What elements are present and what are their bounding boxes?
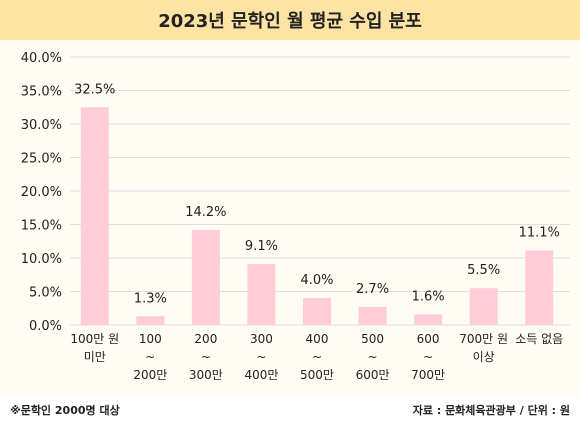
y-tick-label: 15.0% bbox=[21, 219, 62, 234]
y-tick-label: 40.0% bbox=[21, 51, 62, 66]
x-tick-label: 200만 bbox=[133, 368, 167, 382]
x-tick-label: 100 bbox=[139, 332, 162, 346]
x-tick-label: 100만 원 bbox=[70, 332, 119, 346]
data-label: 4.0% bbox=[300, 273, 333, 288]
x-tick-label: 700만 원 bbox=[459, 332, 508, 346]
x-tick-label: 200 bbox=[194, 332, 217, 346]
data-label: 2.7% bbox=[356, 282, 389, 297]
y-tick-label: 5.0% bbox=[29, 286, 62, 301]
bar bbox=[136, 316, 165, 325]
data-label: 9.1% bbox=[245, 239, 278, 254]
data-label: 5.5% bbox=[467, 263, 500, 278]
footer: ※문학인 2000명 대상 자료 : 문화체육관광부 / 단위 : 원 bbox=[0, 395, 580, 425]
x-tick-label: ~ bbox=[312, 350, 322, 364]
x-tick-label: 소득 없음 bbox=[515, 332, 563, 346]
title-bar: 2023년 문학인 월 평균 수입 분포 bbox=[0, 0, 580, 40]
data-label: 32.5% bbox=[74, 82, 115, 97]
bar bbox=[247, 264, 276, 325]
x-tick-label: 400 bbox=[306, 332, 329, 346]
x-tick-label: ~ bbox=[368, 350, 378, 364]
source-note: 자료 : 문화체육관광부 / 단위 : 원 bbox=[412, 404, 570, 417]
x-tick-label: 700만 bbox=[411, 368, 445, 382]
bar bbox=[303, 298, 331, 325]
y-tick-label: 35.0% bbox=[21, 85, 62, 100]
bar-chart: 0.0% 5.0% 10.0% 15.0% 20.0% 25.0% 30.0% 35.0% 40… bbox=[21, 51, 570, 382]
x-tick-label: ~ bbox=[423, 350, 433, 364]
data-label: 14.2% bbox=[185, 205, 226, 220]
bar bbox=[191, 229, 220, 325]
y-tick-label: 20.0% bbox=[21, 185, 62, 200]
x-tick-label: ~ bbox=[201, 350, 211, 364]
x-tick-label: 이상 bbox=[473, 350, 495, 364]
data-label: 1.6% bbox=[412, 289, 445, 304]
x-tick-label: 400만 bbox=[244, 368, 278, 382]
y-tick-label: 10.0% bbox=[21, 252, 62, 267]
y-tick-label: 0.0% bbox=[29, 319, 62, 334]
bar bbox=[358, 306, 387, 325]
bar bbox=[469, 288, 498, 325]
x-tick-label: 500 bbox=[361, 332, 384, 346]
x-tick-label: 미만 bbox=[84, 350, 106, 364]
bar bbox=[414, 314, 443, 325]
data-label: 1.3% bbox=[134, 291, 167, 306]
footnote: ※문학인 2000명 대상 bbox=[10, 404, 120, 417]
x-tick-label: 500만 bbox=[300, 368, 334, 382]
x-tick-label: 300 bbox=[250, 332, 273, 346]
bar bbox=[80, 107, 109, 325]
bar bbox=[525, 250, 554, 325]
y-tick-label: 30.0% bbox=[21, 118, 62, 133]
chart-title: 2023년 문학인 월 평균 수입 분포 bbox=[158, 11, 422, 32]
x-tick-label: 600만 bbox=[356, 368, 390, 382]
chart-area: 0.0% 5.0% 10.0% 15.0% 20.0% 25.0% 30.0% 35.0% 40… bbox=[0, 40, 580, 420]
x-tick-label: 300만 bbox=[189, 368, 223, 382]
x-tick-label: ~ bbox=[256, 350, 266, 364]
x-tick-label: ~ bbox=[145, 350, 155, 364]
x-tick-label: 600 bbox=[417, 332, 440, 346]
data-label: 11.1% bbox=[519, 226, 560, 241]
y-tick-label: 25.0% bbox=[21, 152, 62, 167]
